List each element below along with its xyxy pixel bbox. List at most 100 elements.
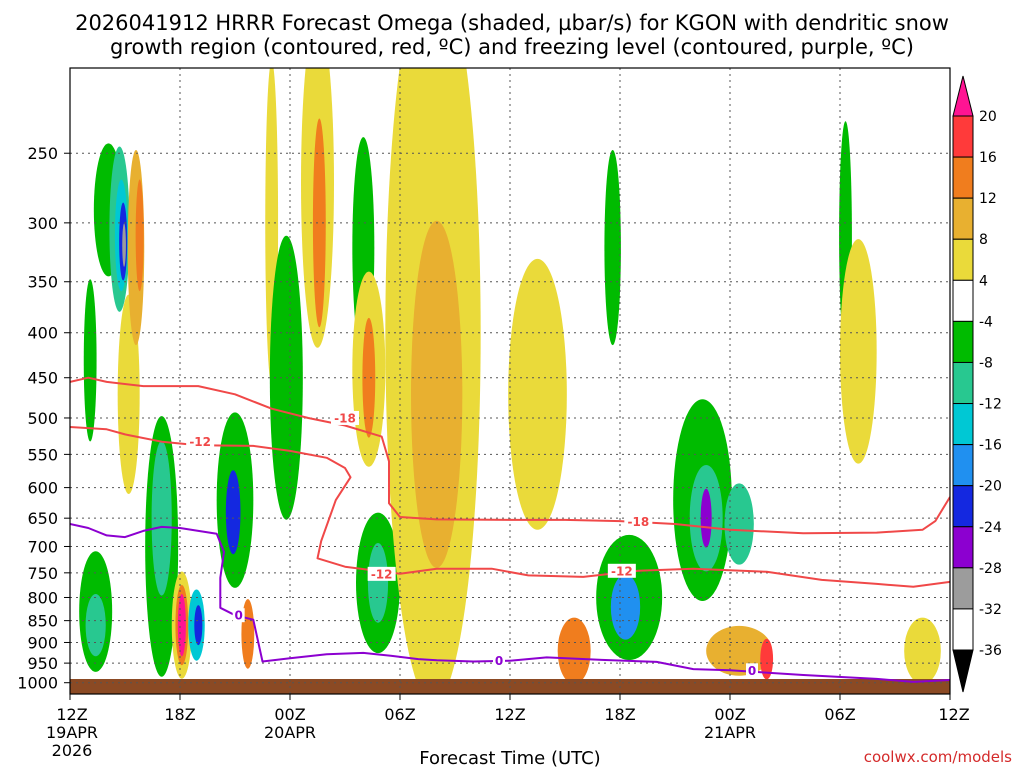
omega-shade-32 [508, 258, 567, 530]
y-tick-label-800: 800 [27, 588, 58, 607]
omega-shade-40 [724, 483, 754, 565]
colorbar-label-11: -28 [979, 561, 1002, 577]
colorbar-label-4: 4 [979, 273, 988, 289]
omega-shade-44 [840, 239, 877, 464]
colorbar-label-13: -36 [979, 643, 1002, 659]
x-date-label-6: 21APR [704, 723, 756, 742]
y-tick-label-400: 400 [27, 324, 58, 343]
contour-label-bg-0-1 [624, 514, 653, 529]
y-tick-label-250: 250 [27, 144, 58, 163]
y-tick-label-450: 450 [27, 369, 58, 388]
colorbar-segment-8 [952, 444, 974, 487]
colorbar-label-12: -32 [979, 602, 1002, 618]
omega-shade-33 [557, 617, 591, 685]
x-tick-label-2: 00Z [274, 705, 305, 724]
colorbar-label-8: -16 [979, 438, 1002, 454]
grid-layer [69, 68, 951, 694]
colorbar-segment-11 [952, 567, 974, 610]
x-date-label-2: 20APR [264, 723, 316, 742]
y-tick-label-350: 350 [27, 273, 58, 292]
omega-shade-10 [135, 179, 144, 292]
colorbar-segment-12 [952, 608, 974, 651]
omega-shade-15 [177, 593, 186, 657]
x-tick-label-5: 18Z [604, 705, 635, 724]
contour-label-bg-2-1 [493, 653, 505, 668]
colorbar-segment-6 [952, 361, 974, 405]
omega-shade-24 [312, 118, 326, 328]
x-tick-label-8: 12Z [938, 705, 969, 724]
colorbar-segment-4 [952, 279, 974, 322]
contour-label-2-2: 0 [748, 664, 756, 678]
omega-shade-17 [194, 605, 203, 646]
y-axis: 250 300 350 400 450 500 550 600 650 700 750 800 850 9… [17, 144, 70, 693]
contour-label-bg-2-0 [232, 608, 245, 623]
omega-shade-27 [362, 317, 376, 438]
y-tick-label-500: 500 [27, 409, 58, 428]
colorbar-segment-10 [952, 526, 974, 569]
chart-title-line-2: growth region (contoured, red, ºC) and f… [110, 35, 914, 59]
contour-label-bg-1-0 [186, 434, 215, 449]
colorbar-label-3: 8 [979, 232, 988, 248]
contour-label-1-0: -12 [189, 435, 211, 449]
colorbar-label-7: -12 [979, 397, 1002, 413]
credit-link[interactable]: coolwx.com/models [864, 748, 1012, 766]
x-axis-title: Forecast Time (UTC) [419, 748, 600, 768]
omega-shade-42 [760, 638, 774, 680]
contour-label-layer: -18 -18 -12 -12 -12 0 0 0 [186, 410, 758, 678]
contour-label-bg-1-1 [367, 566, 396, 581]
contour-line-2 [70, 523, 950, 683]
contour-label-0-0: -18 [334, 411, 356, 425]
colorbar-segment-2 [952, 197, 974, 240]
x-tick-label-1: 18Z [164, 705, 195, 724]
contour-label-bg-2-2 [746, 663, 758, 678]
y-tick-label-1000: 1000 [17, 674, 58, 693]
colorbar-segment-9 [952, 485, 974, 528]
colorbar-label-9: -20 [979, 479, 1002, 495]
omega-shade-31 [411, 220, 463, 568]
contour-label-1-2: -12 [611, 564, 633, 578]
y-tick-label-850: 850 [27, 612, 58, 631]
colorbar-segment-1 [952, 156, 974, 199]
omega-shade-36 [610, 574, 641, 640]
colorbar-label-5: -4 [979, 314, 993, 330]
omega-shade-34 [604, 149, 621, 346]
omega-shade-45 [904, 617, 941, 685]
x-tick-label-4: 12Z [494, 705, 525, 724]
colorbar-label-2: 12 [979, 191, 997, 207]
y-tick-label-550: 550 [27, 445, 58, 464]
y-tick-label-700: 700 [27, 537, 58, 556]
omega-shade-2 [85, 593, 106, 657]
y-tick-label-750: 750 [27, 564, 58, 583]
y-tick-label-900: 900 [27, 633, 58, 652]
colorbar-segment-5 [952, 320, 974, 363]
colorbar-label-0: 20 [979, 109, 997, 125]
colorbar-label-10: -24 [979, 520, 1002, 536]
colorbar-label-6: -8 [979, 355, 993, 371]
chart-title-line-1: 2026041912 HRRR Forecast Omega (shaded, … [75, 11, 949, 35]
omega-shading-layer [79, 68, 941, 694]
contour-label-2-0: 0 [234, 609, 242, 623]
contour-label-1-1: -12 [371, 567, 393, 581]
colorbar-segment-3 [952, 238, 974, 281]
x-date-label-0: 19APR [46, 723, 98, 742]
omega-shade-19 [225, 470, 241, 555]
omega-shade-29 [367, 543, 389, 623]
y-tick-label-650: 650 [27, 509, 58, 528]
contour-label-2-1: 0 [495, 654, 503, 668]
x-tick-label-6: 00Z [714, 705, 745, 724]
x-tick-label-0: 12Z [56, 705, 87, 724]
colorbar-segment-0 [952, 115, 974, 158]
colorbar-segment-7 [952, 403, 974, 446]
contour-label-bg-1-2 [607, 563, 636, 578]
contour-line-0 [70, 376, 950, 535]
y-tick-label-950: 950 [27, 654, 58, 673]
colorbar-bottom-arrow [952, 649, 974, 693]
contour-label-bg-0-0 [331, 410, 359, 425]
contour-label-0-1: -18 [627, 515, 649, 529]
omega-shade-7 [122, 223, 126, 267]
colorbar-label-1: 16 [979, 150, 997, 166]
x-tick-label-3: 06Z [384, 705, 415, 724]
x-year-label-0: 2026 [52, 741, 93, 760]
